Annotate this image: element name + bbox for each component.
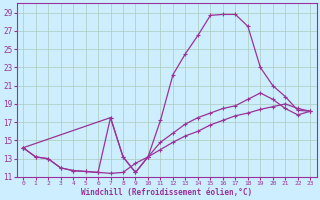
X-axis label: Windchill (Refroidissement éolien,°C): Windchill (Refroidissement éolien,°C) — [81, 188, 252, 197]
